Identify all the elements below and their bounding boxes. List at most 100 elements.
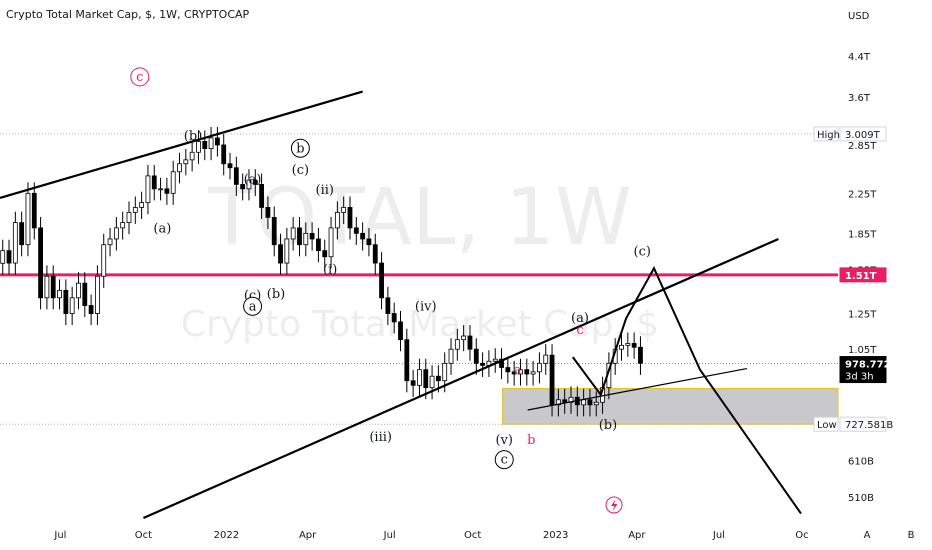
candle-body [82,282,88,306]
wave-label: c [576,323,583,338]
projection-path[interactable] [571,266,802,515]
time-tick-label: Jul [53,530,66,541]
wave-label: b [527,433,535,448]
candle-body [625,343,631,346]
candle-body [214,137,220,146]
candle-body [177,163,182,173]
candle-body [530,371,536,375]
auto-scale-button[interactable]: A [864,530,871,541]
wave-label: (iv) [415,299,437,314]
candle-body [316,238,321,252]
wave-label: (a) [244,173,262,188]
time-tick-label: Jul [712,530,725,541]
wave-label: (ii) [316,183,334,198]
candle-body [379,262,384,299]
candle-body [638,346,643,364]
high-tag-box [813,126,839,142]
candle-body [12,222,18,264]
candle-body [297,227,302,246]
b-button[interactable]: B [908,530,915,541]
candle-body [0,250,6,264]
level-value: 1.51T [845,271,877,282]
candle-body [423,369,429,389]
candle-body [492,358,498,362]
wave-label: (a) [571,311,589,326]
time-tick-label: Oct [464,530,481,541]
price-axis[interactable]: USD 4.4T3.6T2.85T2.25T1.85T1.55T1.25T1.0… [813,11,898,504]
candle-body [25,192,31,246]
price-tick-label: 1.25T [848,310,877,321]
price-tick-label: 4.4T [848,52,871,63]
trendline[interactable] [527,368,748,411]
wave-label-circle [130,67,150,87]
time-tick-label: Apr [628,530,646,541]
candle-body [391,313,397,323]
candle-body [562,399,568,403]
candle-body [202,141,208,149]
last-price-value: 978.772B [845,360,898,371]
wave-label: (v) [495,433,513,448]
candle-body [429,375,435,389]
wave-label: (a) [153,221,171,236]
wave-label-circle [290,138,310,158]
flash-icon[interactable] [605,496,623,514]
trendline[interactable] [142,237,779,520]
candle-body [164,188,170,194]
candle-body [372,244,378,264]
candle-body [95,275,100,314]
candle-body [252,179,258,185]
candle-body [555,399,561,406]
wave-label: (c) [634,245,651,260]
candle-body [442,362,448,382]
last-price-countdown: 3d 3h [845,372,874,383]
time-tick-label: 2022 [214,530,239,541]
candle-body [499,358,504,368]
wave-label: a [514,363,522,378]
price-tick-label: 510B [848,493,874,504]
low-tag-box [813,416,839,432]
trendline[interactable] [0,90,363,199]
price-tick-label: 610B [848,456,874,467]
wave-label: (b) [599,418,617,433]
wave-label: c [136,70,143,85]
candle-body [259,184,264,208]
candle-body [278,244,283,264]
candle-body [448,348,454,364]
wave-label: b [296,141,304,156]
candle-body [435,375,441,382]
low-value-box [839,416,887,432]
candle-body [6,250,12,264]
candle-body [290,227,296,240]
candle-body [221,144,227,165]
candle-body [524,369,530,375]
low-tag-text: Low [817,420,837,431]
price-tick-label: 2.85T [848,141,877,152]
low-value-text: 727.581B [845,420,893,431]
high-value-box [839,126,887,142]
price-tick-label: 3.6T [848,93,871,104]
candle-body [549,354,555,406]
candle-body [126,211,132,223]
candle-body [347,207,353,229]
candle-body [467,335,473,350]
candle-body [631,343,637,348]
candle-body [139,202,145,208]
candle-body [57,289,62,299]
candle-body [328,227,334,258]
trendlines [0,90,802,520]
candles [0,126,643,417]
candle-body [417,369,422,386]
candle-body [233,167,239,185]
candle-body [113,227,119,240]
candle-body [385,297,391,314]
price-axis-unit: USD [848,11,870,22]
candle-body [341,207,347,213]
axis-buttons: A B [864,530,915,541]
price-tick-label: 1.85T [848,229,877,240]
candle-body [240,184,246,190]
time-axis[interactable]: Jul Oct 2022 Apr Jul Oct 2023 Apr Jul Oc [53,530,808,541]
candle-body [518,369,523,375]
high-value-text: 3.009T [845,130,881,141]
candle-body [151,175,157,190]
